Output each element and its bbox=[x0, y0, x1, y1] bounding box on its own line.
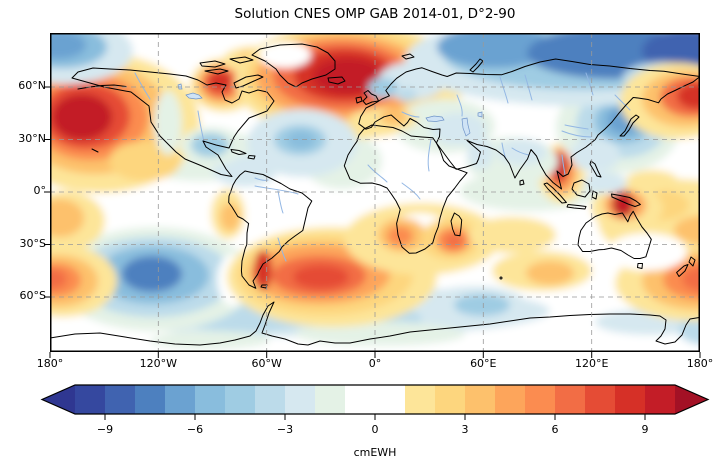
colorbar-tick-label: −3 bbox=[276, 423, 294, 436]
lat-tick-label: 30°N bbox=[18, 131, 46, 145]
lat-tick-label: 60°S bbox=[19, 289, 46, 302]
lon-tick-label: 120°E bbox=[574, 357, 609, 370]
lon-tick-label: 60°E bbox=[470, 357, 497, 370]
colorbar-tick-label: 9 bbox=[641, 423, 649, 436]
colorbar-tick-label: 3 bbox=[461, 423, 469, 436]
world-map bbox=[50, 33, 700, 352]
colorbar-tick-label: −9 bbox=[96, 423, 114, 436]
colorbar-tick-label: −6 bbox=[186, 423, 204, 436]
colorbar-tick-label: 6 bbox=[551, 423, 559, 436]
lon-tick-label: 180° bbox=[686, 357, 714, 370]
colorbar-units-label: cmEWH bbox=[353, 446, 397, 459]
lon-tick-label: 120°W bbox=[139, 357, 177, 370]
lon-tick-label: 0° bbox=[368, 357, 382, 370]
lakes-layer bbox=[177, 83, 483, 137]
lat-tick-label: 60°N bbox=[18, 79, 46, 92]
coastlines-layer bbox=[50, 43, 700, 346]
colorbar-tick-label: 0 bbox=[371, 423, 379, 436]
lat-tick-label: 0° bbox=[33, 184, 47, 197]
graticule-layer bbox=[50, 33, 700, 352]
lat-tick-label: 30°S bbox=[19, 236, 46, 250]
lon-tick-label: 60°W bbox=[251, 357, 282, 370]
lon-tick-label: 180° bbox=[36, 357, 64, 370]
map-frame bbox=[50, 33, 700, 352]
rivers-layer bbox=[134, 72, 631, 262]
figure-title: Solution CNES OMP GAB 2014-01, D°2-90 bbox=[234, 6, 516, 22]
